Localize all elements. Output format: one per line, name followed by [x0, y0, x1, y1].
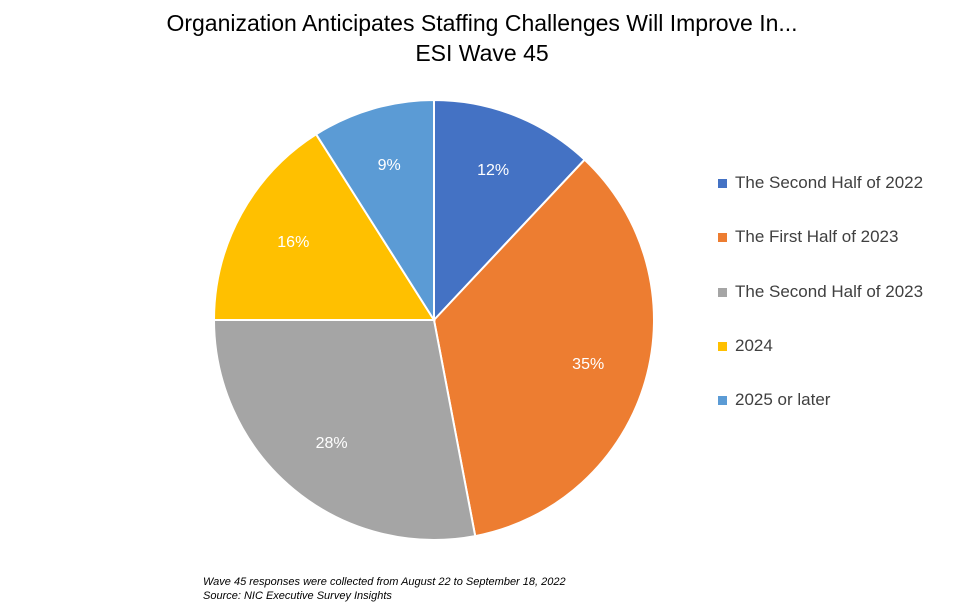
legend-item-2024: 2024	[718, 334, 923, 388]
pie-slice-2	[212, 319, 477, 541]
legend-item-second-half-2022: The Second Half of 2022	[718, 171, 923, 225]
pie-slice-0	[433, 98, 587, 323]
legend-swatch	[718, 287, 727, 297]
legend-swatch	[718, 179, 727, 188]
legend-label: 2025 or later	[735, 390, 831, 410]
pie-slice-label-1: 35%	[572, 356, 604, 373]
pie-slice-3	[212, 132, 436, 321]
legend-swatch	[718, 233, 727, 243]
legend: The Second Half of 2022 The First Half o…	[718, 171, 923, 442]
legend-swatch	[718, 341, 727, 351]
pie-slice-4	[314, 98, 435, 324]
chart-title: Organization Anticipates Staffing Challe…	[166, 10, 798, 36]
footnote-source: Source: NIC Executive Survey Insights	[203, 590, 392, 602]
legend-item-2025-or-later: 2025 or later	[718, 388, 923, 442]
footnote-collection-dates: Wave 45 responses were collected from Au…	[203, 576, 566, 588]
legend-label: The Second Half of 2022	[735, 173, 924, 192]
legend-item-second-half-2023: The Second Half of 2023	[718, 280, 923, 334]
legend-item-first-half-2023: The First Half of 2023	[718, 225, 923, 279]
legend-label: The Second Half of 2023	[735, 281, 924, 301]
chart-subtitle: ESI Wave 45	[415, 40, 549, 66]
pie-slice-label-4: 9%	[378, 157, 401, 174]
legend-label: The First Half of 2023	[735, 227, 899, 247]
pie-slice-label-0: 12%	[477, 162, 509, 179]
pie-slice-label-3: 16%	[277, 234, 309, 251]
legend-label: 2024	[735, 335, 773, 355]
legend-swatch	[718, 396, 727, 406]
pie-slice-1	[432, 158, 655, 538]
pie-slice-label-2: 28%	[316, 435, 348, 452]
